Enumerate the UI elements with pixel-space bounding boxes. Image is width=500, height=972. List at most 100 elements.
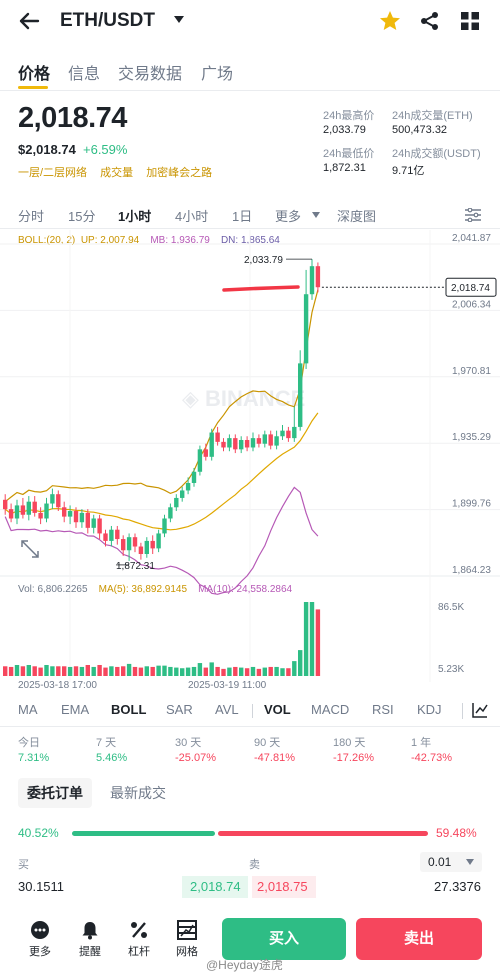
candle-body — [292, 426, 297, 439]
candle-body — [174, 497, 179, 508]
ind-macd[interactable]: MACD — [311, 702, 350, 717]
caret-down-icon[interactable] — [174, 16, 184, 24]
buy-ratio: 40.52% — [18, 826, 59, 840]
ind-ema[interactable]: EMA — [61, 702, 90, 717]
tab-recent-trades[interactable]: 最新成交 — [110, 785, 166, 801]
more-caret-icon[interactable] — [312, 212, 320, 218]
volume-bar — [233, 666, 238, 676]
volume-bar — [309, 602, 315, 676]
ind-sar[interactable]: SAR — [166, 702, 193, 717]
tab-info[interactable]: 信息 — [68, 66, 101, 83]
volume-bar — [109, 666, 114, 676]
volume-bar — [156, 665, 161, 676]
volume-bar — [315, 609, 321, 676]
table-row[interactable]: 30.1511 2,018.74 2,018.75 27.3376 — [0, 876, 500, 898]
pair-title[interactable]: ETH/USDT — [60, 10, 155, 31]
volume-bar — [215, 666, 220, 676]
candle-body — [73, 511, 79, 523]
tf-4h[interactable]: 4小时 — [175, 209, 209, 224]
indicator-settings-icon[interactable] — [472, 702, 488, 718]
stat-high-label: 24h最高价 — [323, 110, 375, 122]
sell-button[interactable]: 卖出 — [356, 918, 482, 960]
candle-body — [191, 471, 197, 483]
volume-bar — [3, 666, 8, 676]
candle-body — [239, 439, 244, 450]
ind-avl[interactable]: AVL — [215, 702, 239, 717]
volume-bar — [67, 666, 73, 676]
boll-lower-line — [4, 486, 319, 595]
candle-body — [115, 529, 120, 540]
volume-bar — [132, 666, 138, 676]
tab-square[interactable]: 广场 — [201, 66, 234, 83]
candle-body — [56, 494, 61, 508]
candle-body — [26, 501, 31, 515]
volume-bar — [50, 666, 55, 676]
candle-body — [209, 432, 214, 457]
perf-value: 7.31% — [18, 752, 50, 764]
volume-bar — [150, 666, 155, 676]
performance-row: 今日 7.31% 7 天 5.46% 30 天 -25.07% 90 天 -47… — [0, 734, 500, 770]
candle-body — [286, 430, 291, 439]
ind-kdj[interactable]: KDJ — [417, 702, 442, 717]
volume-bar — [256, 668, 262, 676]
ind-rsi[interactable]: RSI — [372, 702, 394, 717]
tag-layer[interactable]: 一层/二层网络 — [18, 167, 88, 179]
timeframe-bar: 分时 15分 1小时 4小时 1日 更多 深度图 — [0, 204, 500, 226]
grid-menu-icon[interactable] — [461, 12, 479, 30]
tab-open-orders[interactable]: 委托订单 — [18, 778, 92, 808]
bottom-leverage[interactable]: 杠杆 — [121, 920, 157, 959]
candlestick-chart[interactable]: ◈ BINANCE 2,041.87 2,006.34 1,970.81 1,935.… — [0, 230, 500, 682]
precision-select[interactable]: 0.01 — [420, 852, 482, 872]
candle-body — [268, 434, 273, 446]
volume-bar — [191, 666, 197, 676]
bottom-grid[interactable]: 网格 — [169, 920, 205, 959]
tag-volume[interactable]: 成交量 — [100, 167, 134, 179]
bottom-alert[interactable]: 提醒 — [72, 920, 108, 959]
tf-depth[interactable]: 深度图 — [337, 209, 377, 224]
divider — [0, 90, 500, 91]
last-price-label: 2,018.74 — [451, 283, 490, 294]
ind-ma[interactable]: MA — [18, 702, 38, 717]
vol-axis-bottom: 5.23K — [438, 664, 465, 675]
ind-vol[interactable]: VOL — [264, 702, 291, 717]
chart-settings-icon[interactable] — [465, 208, 481, 222]
tab-trading-data[interactable]: 交易数据 — [118, 66, 183, 83]
vol-axis-top: 86.5K — [438, 602, 465, 613]
y-tick-label: 1,864.23 — [452, 565, 491, 576]
volume-bar — [85, 664, 90, 676]
volume-bar — [239, 667, 244, 676]
tf-1h[interactable]: 1小时 — [118, 209, 152, 224]
candle-body — [79, 512, 85, 523]
last-price: 2,018.74 — [18, 102, 127, 134]
bottom-grid-label: 网格 — [176, 946, 198, 958]
volume-bar — [303, 602, 309, 676]
expand-icon — [21, 540, 39, 558]
tf-15m[interactable]: 15分 — [68, 209, 96, 224]
tag-list: 一层/二层网络 成交量 加密峰会之路 — [18, 164, 222, 180]
candle-body — [309, 266, 315, 295]
buy-button[interactable]: 买入 — [222, 918, 346, 960]
ask-qty: 27.3376 — [434, 879, 481, 894]
price-usd: $2,018.74 — [18, 142, 76, 157]
tf-line[interactable]: 分时 — [18, 209, 45, 224]
candle-body — [44, 503, 49, 519]
back-arrow-icon[interactable] — [18, 11, 40, 31]
candle-body — [32, 501, 37, 513]
candle-body — [256, 438, 262, 444]
tag-summit[interactable]: 加密峰会之路 — [146, 167, 213, 179]
tab-price[interactable]: 价格 — [18, 66, 51, 83]
share-icon[interactable] — [420, 11, 440, 31]
indicator-bar: MA EMA BOLL SAR AVL VOL MACD RSI KDJ — [0, 698, 500, 722]
volume-bar — [280, 668, 285, 676]
tf-1d[interactable]: 1日 — [232, 209, 253, 224]
ind-boll[interactable]: BOLL — [111, 702, 147, 717]
volume-bar — [73, 666, 79, 676]
precision-value: 0.01 — [428, 855, 452, 869]
bottom-more[interactable]: 更多 — [22, 920, 58, 959]
tf-more[interactable]: 更多 — [275, 209, 302, 224]
boll-up: UP: 2,007.94 — [80, 235, 140, 246]
star-favorite-icon[interactable] — [379, 10, 401, 32]
hand-drawn-red-mark — [222, 285, 300, 292]
watermark-text: @Heyday途虎 — [206, 958, 283, 972]
bell-icon — [82, 922, 98, 940]
